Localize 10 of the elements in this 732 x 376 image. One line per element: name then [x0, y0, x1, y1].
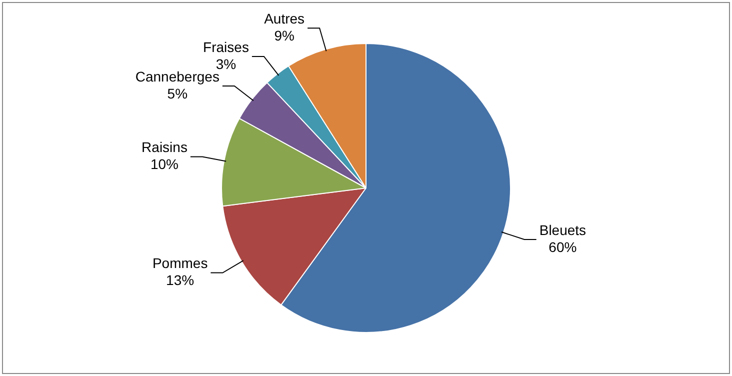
data-label: 5% — [167, 85, 188, 102]
slice-label: Autres — [264, 10, 305, 26]
slice-label: Raisins — [142, 139, 188, 156]
data-label: 60% — [548, 238, 577, 255]
data-label: 9% — [274, 27, 294, 44]
slice-label: Fraises — [203, 38, 249, 55]
data-label: 13% — [166, 272, 194, 288]
slice-label: Bleuets — [539, 222, 586, 238]
slice-label: Pommes — [152, 255, 208, 272]
data-label: 10% — [150, 156, 179, 172]
